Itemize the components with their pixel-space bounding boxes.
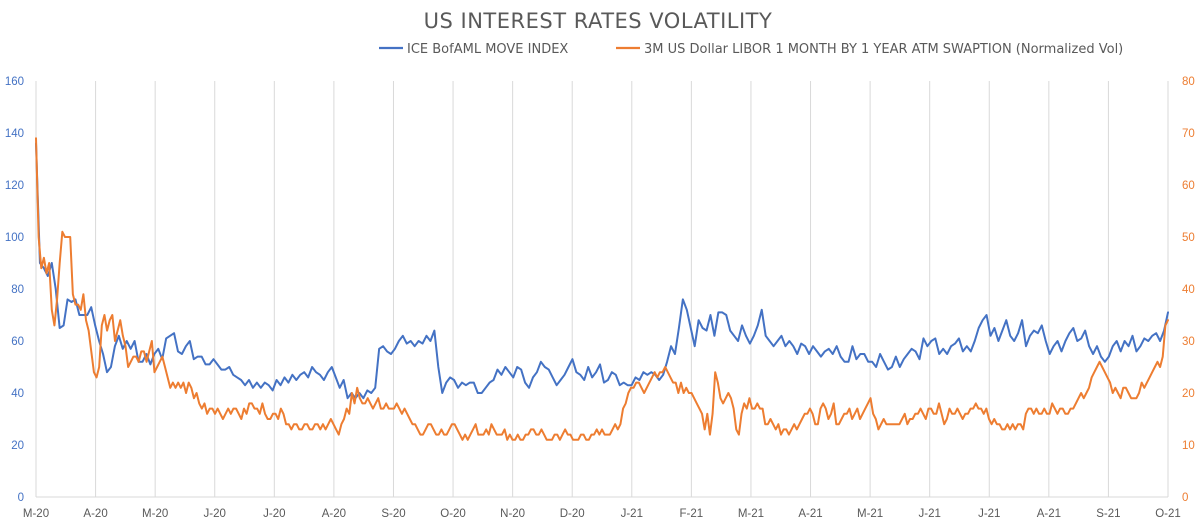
- left-tick-label: 60: [11, 336, 24, 348]
- x-tick-label: D-20: [560, 508, 585, 520]
- x-tick-label: M-21: [857, 508, 883, 520]
- x-tick-label: M-21: [738, 508, 764, 520]
- left-tick-label: 20: [11, 440, 24, 452]
- left-tick-label: 160: [5, 76, 24, 88]
- left-tick-label: 0: [18, 492, 24, 504]
- x-tick-label: O-21: [1155, 508, 1181, 520]
- left-y-axis: 0 20 40 60 80 100 120 140 160: [5, 76, 24, 504]
- x-tick-label: S-21: [1096, 508, 1120, 520]
- x-tick-label: M-20: [142, 508, 168, 520]
- right-tick-label: 80: [1182, 76, 1195, 88]
- legend-label-swaption: 3M US Dollar LIBOR 1 MONTH BY 1 YEAR ATM…: [644, 42, 1123, 57]
- right-y-axis: 0 10 20 30 40 50 60 70 80: [1182, 76, 1195, 504]
- x-tick-label: A-20: [83, 508, 107, 520]
- x-tick-label: J-21: [978, 508, 1000, 520]
- series-line-swaption-vol: [35, 137, 1169, 441]
- right-tick-label: 40: [1182, 284, 1195, 296]
- x-tick-label: S-20: [381, 508, 405, 520]
- left-tick-label: 140: [5, 128, 24, 140]
- x-tick-label: J-21: [621, 508, 643, 520]
- x-tick-label: M-20: [23, 508, 49, 520]
- gridlines: [35, 81, 1169, 497]
- x-tick-label: N-20: [500, 508, 525, 520]
- x-tick-label: A-20: [322, 508, 346, 520]
- right-tick-label: 20: [1182, 388, 1195, 400]
- x-tick-label: J-20: [263, 508, 285, 520]
- right-tick-label: 70: [1182, 128, 1195, 140]
- x-tick-label: O-20: [440, 508, 466, 520]
- left-tick-label: 120: [5, 180, 24, 192]
- left-tick-label: 40: [11, 388, 24, 400]
- series-line-move-index: [35, 142, 1169, 400]
- right-tick-label: 30: [1182, 336, 1195, 348]
- x-tick-label: J-21: [918, 508, 940, 520]
- x-tick-label: F-21: [680, 508, 704, 520]
- legend: ICE BofAML MOVE INDEX 3M US Dollar LIBOR…: [379, 42, 1123, 57]
- right-tick-label: 10: [1182, 440, 1195, 452]
- left-tick-label: 80: [11, 284, 24, 296]
- x-tick-label: J-20: [204, 508, 226, 520]
- left-tick-label: 100: [5, 232, 24, 244]
- right-tick-label: 0: [1182, 492, 1188, 504]
- chart-title: US INTEREST RATES VOLATILITY: [424, 9, 773, 33]
- right-tick-label: 50: [1182, 232, 1195, 244]
- right-tick-label: 60: [1182, 180, 1195, 192]
- x-axis: M-20 A-20 M-20 J-20 J-20 A-20 S-20 O-20 N-20 D-20…: [23, 496, 1181, 520]
- x-tick-label: A-21: [798, 508, 822, 520]
- series-lines: [35, 137, 1169, 441]
- x-tick-label: A-21: [1037, 508, 1061, 520]
- legend-label-move: ICE BofAML MOVE INDEX: [407, 42, 568, 57]
